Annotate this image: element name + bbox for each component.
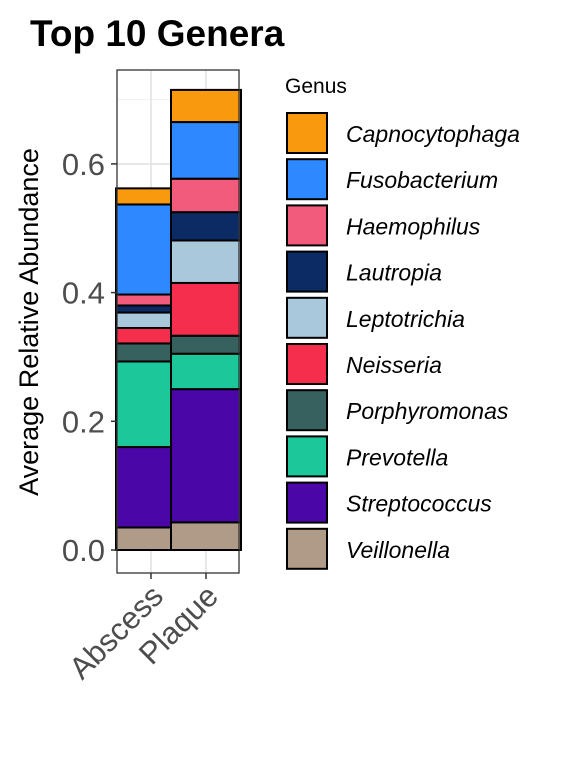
bar-segment bbox=[170, 177, 242, 214]
legend-item: Haemophilus bbox=[286, 204, 481, 247]
legend-swatch bbox=[286, 343, 328, 385]
bar-segment bbox=[170, 121, 242, 180]
bars bbox=[115, 88, 242, 552]
y-tick-label: 0.6 bbox=[62, 147, 105, 182]
legend-label: Lautropia bbox=[346, 260, 442, 286]
legend-swatch bbox=[286, 481, 328, 524]
bar-segment bbox=[170, 521, 242, 552]
legend-label: Neisseria bbox=[346, 352, 442, 378]
bar-segment bbox=[170, 281, 242, 337]
y-tick-label: 0.4 bbox=[62, 276, 105, 311]
y-axis: 0.0 0.2 0.4 0.6 bbox=[62, 147, 117, 568]
legend-swatch bbox=[286, 389, 328, 432]
y-tick-label: 0.0 bbox=[62, 533, 105, 568]
legend-item: Neisseria bbox=[286, 343, 442, 385]
bar-segment bbox=[170, 388, 242, 524]
legend-item: Lautropia bbox=[286, 250, 442, 293]
legend-item: Capnocytophaga bbox=[286, 112, 520, 154]
bar-segment bbox=[170, 239, 242, 284]
legend-item: Veillonella bbox=[286, 527, 450, 570]
legend-item: Streptococcus bbox=[286, 481, 492, 524]
legend-swatch bbox=[286, 112, 328, 154]
legend-label: Capnocytophaga bbox=[346, 121, 520, 147]
bar-segment bbox=[170, 211, 242, 242]
bar-segment bbox=[170, 352, 242, 391]
legend-item: Prevotella bbox=[286, 435, 448, 478]
panel-border bbox=[116, 69, 240, 574]
legend-label: Veillonella bbox=[346, 537, 450, 563]
legend-item: Porphyromonas bbox=[286, 389, 509, 432]
chart-title: Top 10 Genera bbox=[30, 13, 285, 54]
bar-segment bbox=[170, 334, 242, 355]
legend-swatch bbox=[286, 158, 328, 201]
legend-title: Genus bbox=[285, 75, 347, 98]
bar-segment bbox=[170, 88, 242, 124]
legend-item: Leptotrichia bbox=[286, 296, 465, 339]
legend: Genus Capnocytophaga Fusobacterium Haemoph… bbox=[285, 75, 520, 570]
legend-label: Haemophilus bbox=[346, 213, 481, 239]
legend-label: Prevotella bbox=[346, 444, 448, 470]
legend-swatch bbox=[286, 435, 328, 478]
legend-label: Streptococcus bbox=[346, 491, 492, 517]
legend-item: Fusobacterium bbox=[286, 158, 498, 201]
legend-label: Porphyromonas bbox=[346, 398, 509, 424]
legend-swatch bbox=[286, 527, 328, 570]
y-tick-label: 0.2 bbox=[62, 404, 105, 439]
legend-label: Fusobacterium bbox=[346, 167, 498, 193]
legend-swatch bbox=[286, 296, 328, 339]
legend-swatch bbox=[286, 204, 328, 247]
legend-label: Leptotrichia bbox=[346, 306, 465, 332]
y-axis-title: Average Relative Abundance bbox=[14, 148, 44, 496]
legend-swatch bbox=[286, 250, 328, 293]
